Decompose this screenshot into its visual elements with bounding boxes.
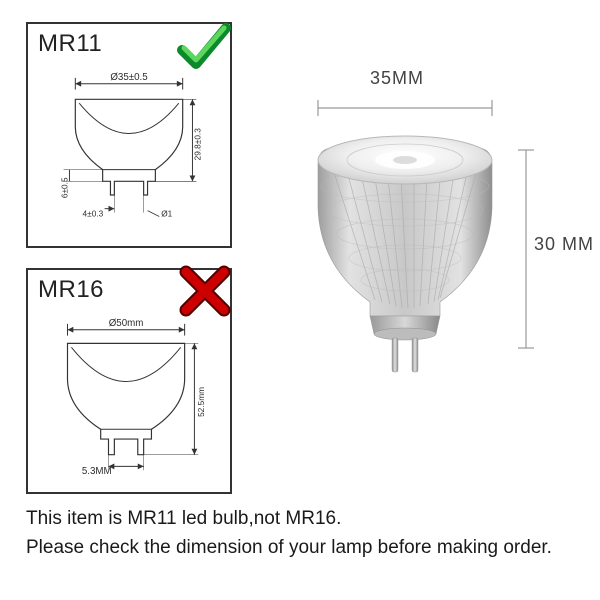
checkmark-icon bbox=[176, 20, 232, 76]
mr11-schematic: Ø35±0.5 29.8±0.3 6±0.5 4±0.3 bbox=[38, 72, 220, 236]
main-height-label: 30 MM bbox=[534, 234, 594, 255]
mr11-pitch-text: 4±0.3 bbox=[83, 208, 104, 218]
footer-text: This item is MR11 led bulb,not MR16. Ple… bbox=[26, 504, 574, 563]
main-width-label: 35MM bbox=[370, 68, 424, 89]
mr11-pin-dia-text: Ø1 bbox=[161, 208, 172, 218]
mr16-pitch-text: 5.3MM bbox=[82, 466, 112, 477]
x-icon bbox=[178, 264, 232, 318]
mr11-label: MR11 bbox=[38, 30, 102, 58]
mr11-height-text: 29.8±0.3 bbox=[192, 128, 202, 161]
main-bulb-figure bbox=[280, 90, 570, 420]
footer-line2: Please check the dimension of your lamp … bbox=[26, 533, 574, 562]
mr16-height-text: 52.5mm bbox=[196, 387, 206, 417]
mr16-label: MR16 bbox=[38, 276, 104, 304]
mr11-panel: MR11 Ø35±0.5 29.8±0.3 bbox=[26, 22, 232, 248]
mr16-schematic: Ø50mm 52.5mm 5.3MM bbox=[38, 318, 220, 482]
mr16-dia-text: Ø50mm bbox=[109, 318, 144, 329]
mr16-panel: MR16 Ø50mm 52.5mm 5.3MM bbox=[26, 268, 232, 494]
footer-line1: This item is MR11 led bulb,not MR16. bbox=[26, 504, 574, 533]
mr11-dia-text: Ø35±0.5 bbox=[110, 72, 148, 83]
mr11-base-height-text: 6±0.5 bbox=[59, 177, 69, 198]
